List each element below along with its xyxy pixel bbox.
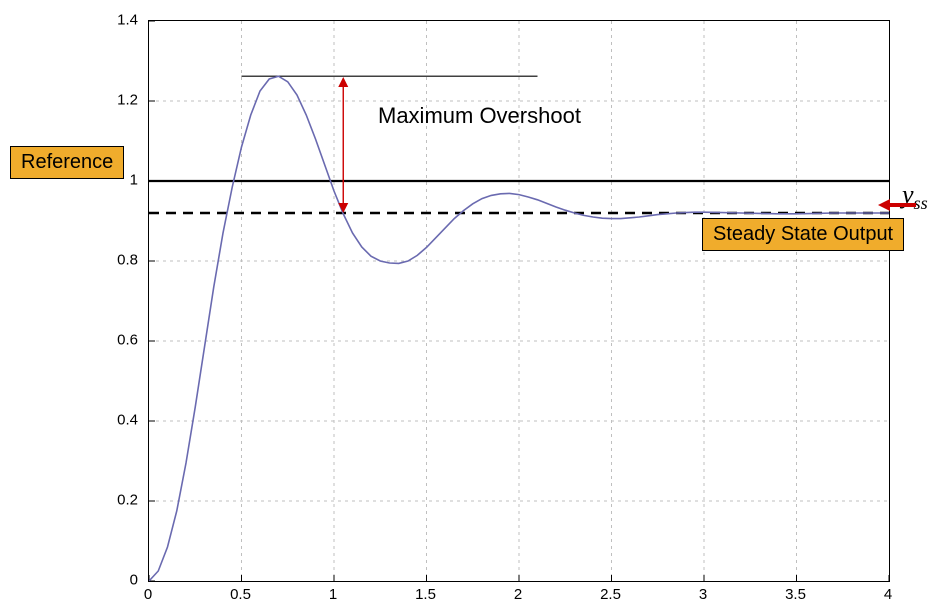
steady-state-callout-text: Steady State Output — [713, 223, 893, 245]
x-tick-label: 1 — [329, 586, 337, 603]
y-tick-label: 0 — [130, 572, 138, 589]
y-tick-label: 0.4 — [117, 412, 138, 429]
steady-state-callout: Steady State Output — [702, 218, 904, 251]
y-tick-label: 0.2 — [117, 492, 138, 509]
x-tick-label: 0.5 — [230, 586, 251, 603]
x-tick-label: 3.5 — [785, 586, 806, 603]
max-overshoot-label: Maximum Overshoot — [378, 103, 581, 129]
reference-callout-text: Reference — [21, 151, 113, 173]
max-overshoot-text: Maximum Overshoot — [378, 103, 581, 128]
y-tick-label: 0.6 — [117, 332, 138, 349]
y-tick-label: 1.4 — [117, 12, 138, 29]
x-tick-label: 2 — [514, 586, 522, 603]
x-tick-label: 4 — [884, 586, 892, 603]
x-tick-label: 3 — [699, 586, 707, 603]
y-tick-label: 1.2 — [117, 92, 138, 109]
x-tick-label: 0 — [144, 586, 152, 603]
x-tick-label: 1.5 — [415, 586, 436, 603]
yss-arrow-icon — [878, 195, 918, 215]
x-tick-label: 2.5 — [600, 586, 621, 603]
y-tick-label: 1 — [130, 172, 138, 189]
reference-callout: Reference — [10, 146, 124, 179]
y-tick-label: 0.8 — [117, 252, 138, 269]
